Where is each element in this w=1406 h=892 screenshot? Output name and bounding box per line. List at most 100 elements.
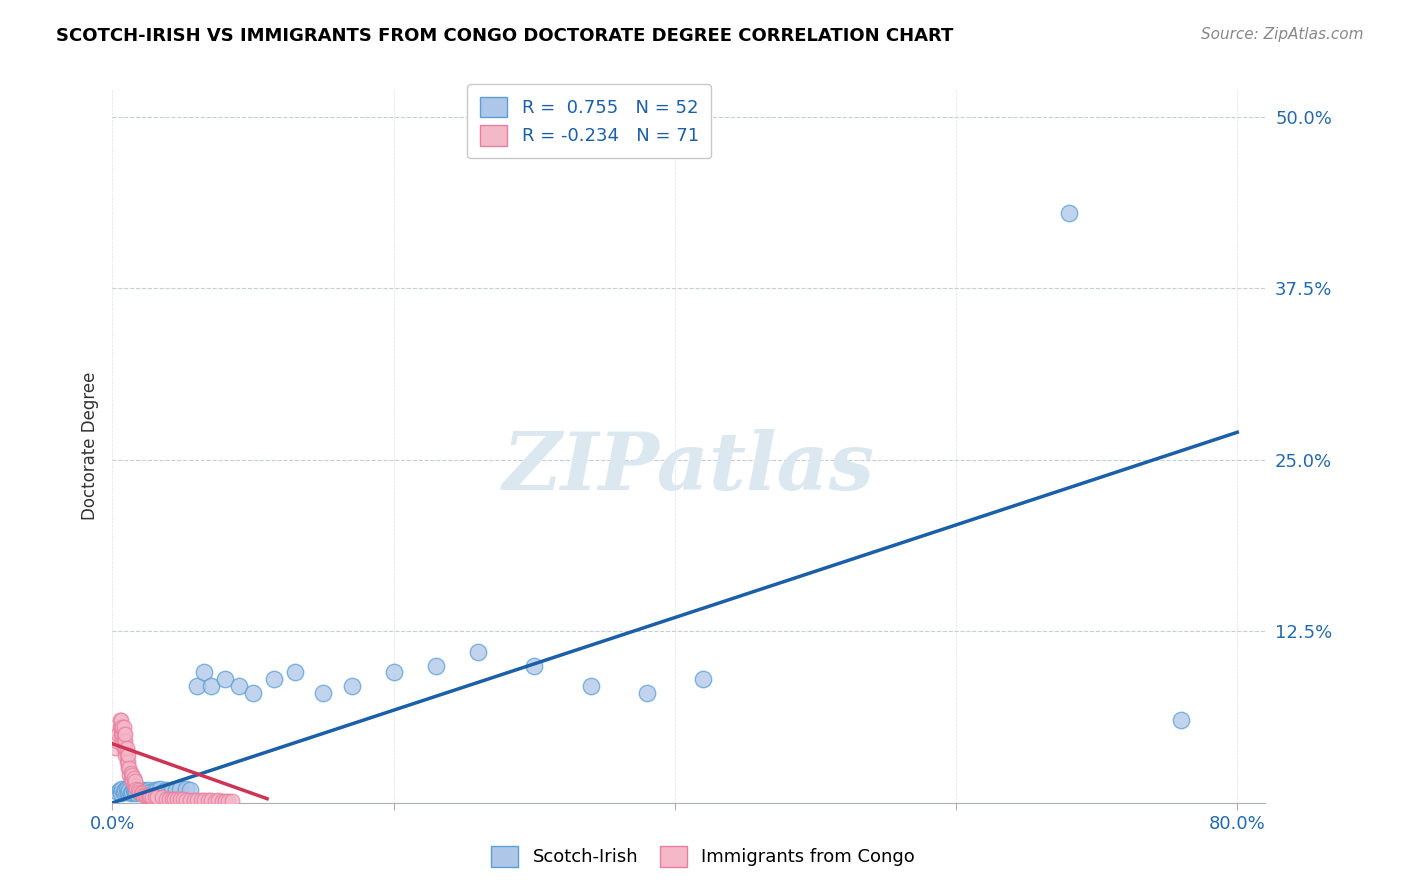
Point xyxy=(128,785,150,799)
Point xyxy=(425,658,447,673)
Point xyxy=(165,783,187,797)
Point xyxy=(118,783,141,797)
Point xyxy=(139,785,162,799)
Point xyxy=(138,789,160,803)
Point xyxy=(211,794,233,808)
Legend: R =  0.755   N = 52, R = -0.234   N = 71: R = 0.755 N = 52, R = -0.234 N = 71 xyxy=(467,84,711,158)
Point xyxy=(242,686,264,700)
Point xyxy=(122,771,145,785)
Point xyxy=(108,714,131,728)
Point xyxy=(1170,714,1192,728)
Point xyxy=(160,791,183,805)
Point xyxy=(115,740,138,755)
Point xyxy=(115,782,138,797)
Point xyxy=(692,673,714,687)
Y-axis label: Doctorate Degree: Doctorate Degree xyxy=(80,372,98,520)
Point xyxy=(108,783,131,797)
Point xyxy=(214,673,236,687)
Point xyxy=(121,768,143,782)
Point xyxy=(163,791,186,805)
Point xyxy=(112,727,135,741)
Point xyxy=(111,720,134,734)
Point xyxy=(112,720,135,734)
Point xyxy=(110,727,132,741)
Legend: Scotch-Irish, Immigrants from Congo: Scotch-Irish, Immigrants from Congo xyxy=(484,838,922,874)
Point xyxy=(117,755,139,769)
Point xyxy=(112,734,135,748)
Point xyxy=(111,782,134,797)
Point xyxy=(186,679,208,693)
Point xyxy=(124,773,146,788)
Point xyxy=(263,673,285,687)
Point xyxy=(179,783,201,797)
Point xyxy=(207,793,229,807)
Text: SCOTCH-IRISH VS IMMIGRANTS FROM CONGO DOCTORATE DEGREE CORRELATION CHART: SCOTCH-IRISH VS IMMIGRANTS FROM CONGO DO… xyxy=(56,27,953,45)
Point xyxy=(122,783,145,797)
Point xyxy=(125,786,148,800)
Point xyxy=(121,773,143,788)
Point xyxy=(125,782,148,797)
Point xyxy=(127,783,149,797)
Point xyxy=(121,785,143,799)
Point xyxy=(160,783,183,797)
Point xyxy=(132,783,155,797)
Point xyxy=(174,793,197,807)
Point xyxy=(1057,205,1080,219)
Point xyxy=(228,679,250,693)
Text: Source: ZipAtlas.com: Source: ZipAtlas.com xyxy=(1201,27,1364,42)
Point xyxy=(131,786,153,800)
Point xyxy=(132,788,155,802)
Text: ZIPatlas: ZIPatlas xyxy=(503,429,875,506)
Point xyxy=(112,740,135,755)
Point xyxy=(114,734,136,748)
Point xyxy=(143,783,166,797)
Point xyxy=(186,793,208,807)
Point xyxy=(118,762,141,776)
Point xyxy=(110,714,132,728)
Point xyxy=(129,783,152,797)
Point xyxy=(124,785,146,799)
Point xyxy=(104,740,127,755)
Point xyxy=(340,679,363,693)
Point xyxy=(118,768,141,782)
Point xyxy=(141,790,163,805)
Point xyxy=(114,783,136,797)
Point xyxy=(107,785,129,799)
Point xyxy=(382,665,405,680)
Point xyxy=(149,782,172,797)
Point xyxy=(636,686,658,700)
Point xyxy=(146,790,169,805)
Point xyxy=(467,645,489,659)
Point xyxy=(172,791,194,805)
Point xyxy=(312,686,335,700)
Point xyxy=(193,793,215,807)
Point xyxy=(128,785,150,799)
Point xyxy=(284,665,307,680)
Point xyxy=(157,791,180,805)
Point xyxy=(136,789,159,803)
Point xyxy=(143,790,166,805)
Point xyxy=(110,786,132,800)
Point xyxy=(112,785,135,799)
Point xyxy=(108,720,131,734)
Point xyxy=(200,679,222,693)
Point xyxy=(115,747,138,762)
Point xyxy=(105,734,128,748)
Point xyxy=(197,793,219,807)
Point xyxy=(214,794,236,808)
Point xyxy=(114,727,136,741)
Point xyxy=(166,791,188,805)
Point xyxy=(127,783,149,797)
Point xyxy=(111,727,134,741)
Point xyxy=(152,785,174,799)
Point xyxy=(146,783,169,797)
Point xyxy=(217,794,239,808)
Point xyxy=(122,776,145,790)
Point xyxy=(523,658,546,673)
Point xyxy=(221,794,243,808)
Point xyxy=(111,734,134,748)
Point xyxy=(135,789,157,803)
Point xyxy=(114,740,136,755)
Point xyxy=(120,771,142,785)
Point xyxy=(120,786,142,800)
